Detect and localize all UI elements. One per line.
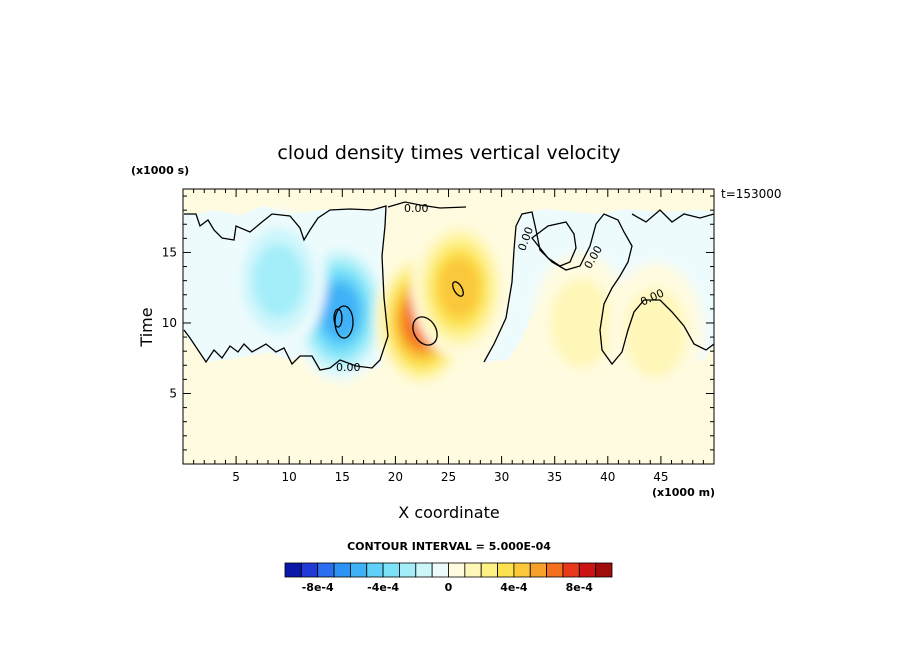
positive-blob-level [550,277,613,368]
colorbar-swatch [333,562,351,578]
contour-lines [183,201,714,371]
plot-area: 0.00 0.00 0.00 0.00 0.00 [183,189,714,464]
colorbar-tick-label: -8e-4 [302,581,334,594]
zero-contour-top [387,201,467,209]
contour-positive-core [412,316,438,346]
x-unit-label: (x1000 m) [652,486,715,499]
colorbar-tick-label: 0 [445,581,453,594]
colorbar-swatch [399,562,417,578]
y-unit-label: (x1000 s) [131,164,189,177]
y-axis: 5 10 15 [162,195,714,451]
contour-positive-core-2 [452,281,464,297]
negative-blob-level [253,243,304,318]
contour-labels: 0.00 0.00 0.00 0.00 0.00 [336,202,666,374]
contour-label: 0.00 [404,202,429,215]
time-stamp-label: t=153000 [721,187,782,201]
colorbar-swatch [300,562,319,578]
colorbar-swatch [513,562,531,578]
zero-contour-right [483,211,714,366]
colorbar-tick-label: -4e-4 [367,581,399,594]
contour-label: 0.00 [336,361,361,374]
x-axis: 5 10 15 20 25 30 35 40 45 [193,189,704,484]
y-tick-label: 15 [162,245,177,259]
colorbar-swatch [448,562,466,578]
x-tick-label: 15 [335,470,350,484]
x-tick-label: 40 [600,470,615,484]
x-tick-label: 20 [388,470,403,484]
x-tick-label: 25 [441,470,456,484]
x-axis-label: X coordinate [398,503,499,522]
colorbar-swatch [415,562,433,578]
colorbar-swatch [284,562,302,578]
x-tick-label: 5 [232,470,240,484]
colorbar-swatch [546,562,564,578]
contour-interval-label: CONTOUR INTERVAL = 5.000E-04 [347,540,551,553]
chart-title: cloud density times vertical velocity [277,142,620,164]
y-axis-label: Time [137,307,156,347]
colorbar-swatch [480,562,498,578]
colorbar-swatch [317,562,335,578]
colorbar-tick-label: 4e-4 [500,581,528,594]
positive-blob-level [438,257,480,318]
colorbar-swatch [431,562,449,578]
colorbar-swatch [366,562,384,578]
colorbar-ticks: -8e-4 -4e-4 0 4e-4 8e-4 [302,581,594,594]
x-tick-label: 45 [653,470,668,484]
y-tick-label: 10 [162,316,177,330]
colorbar-swatch [497,562,515,578]
colorbar-swatch [382,562,400,578]
y-tick-label: 5 [169,386,177,400]
colorbar-swatch [529,562,548,578]
x-tick-label: 35 [547,470,562,484]
colorbar-tick-label: 8e-4 [566,581,594,594]
zero-contour-right-top [631,209,714,223]
zero-contour-inner [531,221,577,267]
colorbar-swatch [464,562,482,578]
colorbar-swatch [595,562,613,578]
zero-contour-left [183,205,389,371]
colorbar [284,562,613,578]
colorbar-swatch [349,562,368,578]
colorbar-swatch [578,562,597,578]
x-tick-label: 30 [494,470,509,484]
contour-negative-core-2 [333,308,343,328]
x-tick-label: 10 [282,470,297,484]
colorbar-swatch [562,562,580,578]
